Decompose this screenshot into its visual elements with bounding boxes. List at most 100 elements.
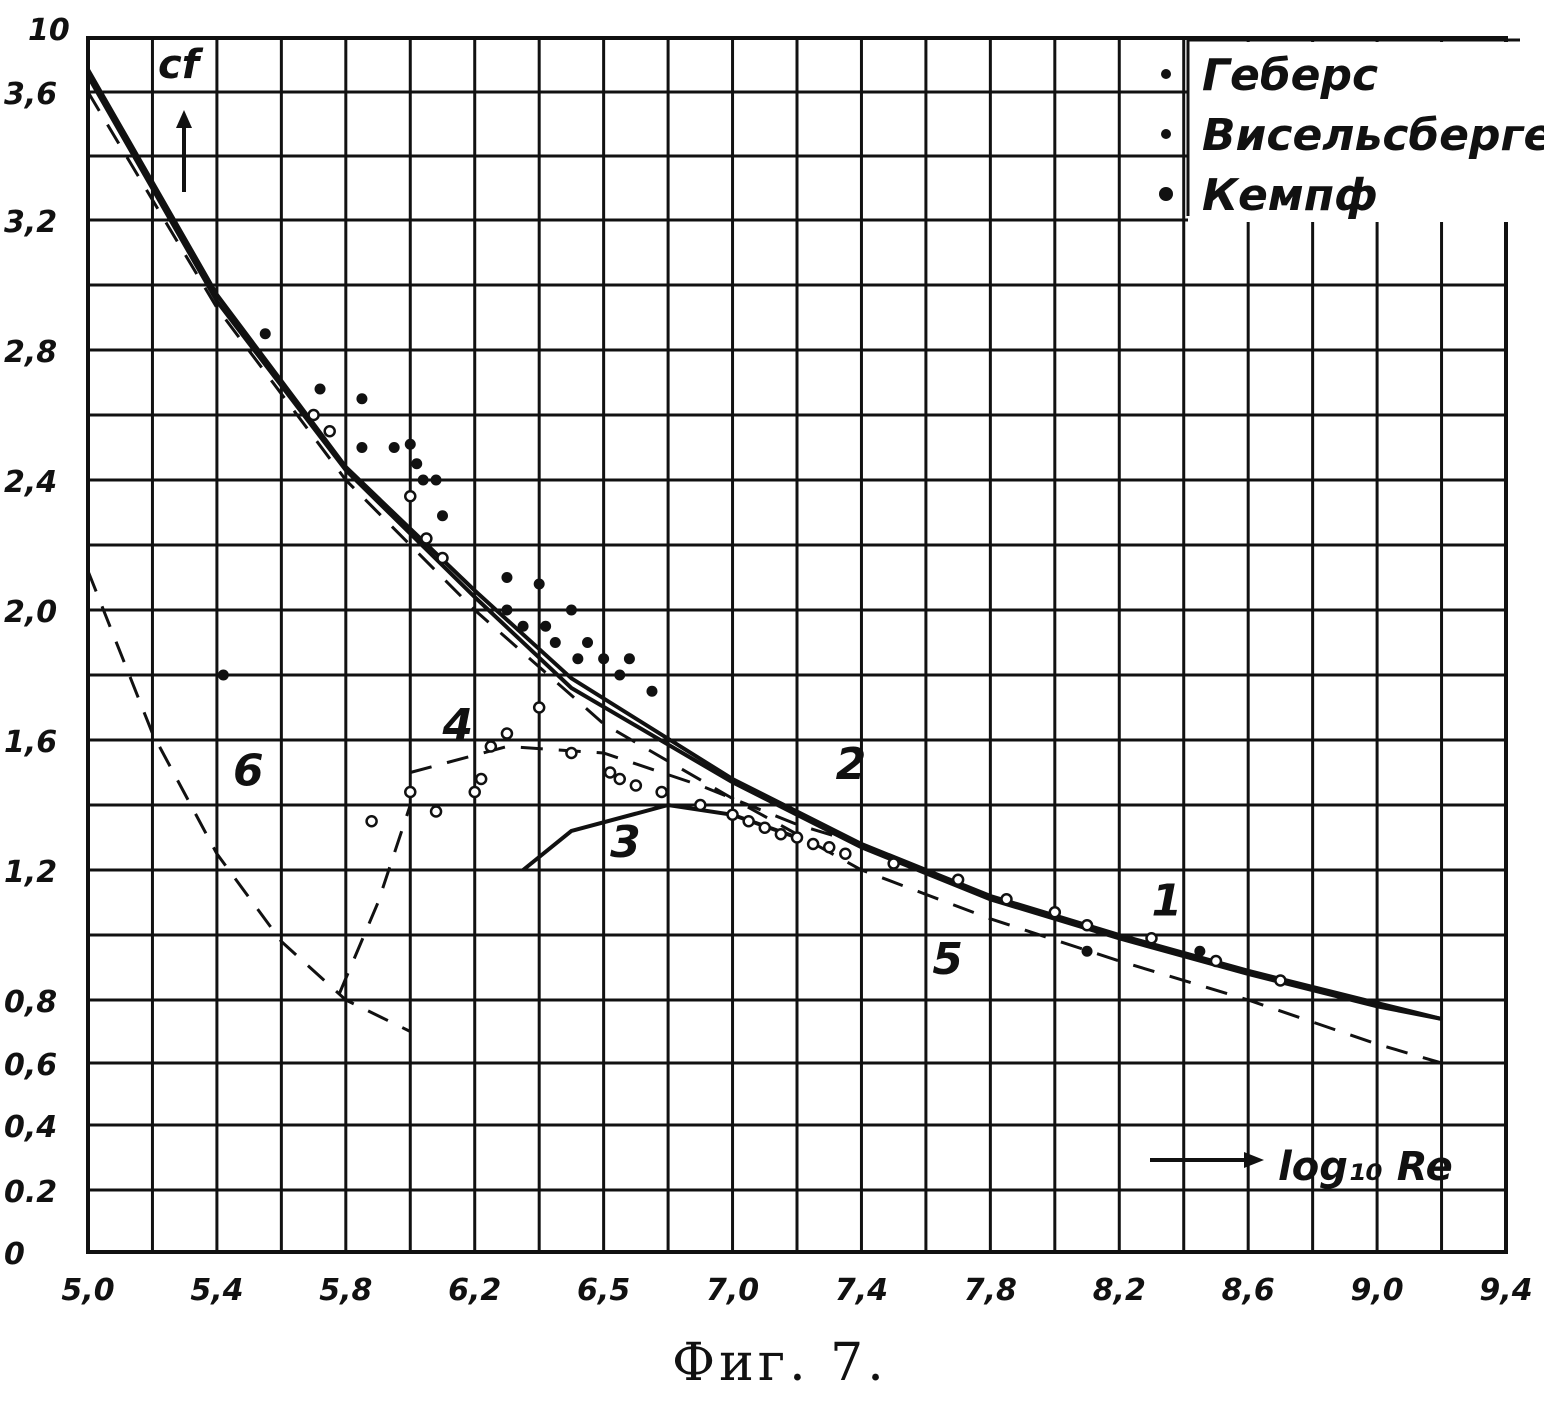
data-point-open: [758, 821, 772, 834]
legend-label: Кемпф: [1202, 170, 1378, 221]
series-line-2: [86, 75, 1442, 1021]
data-points: [217, 328, 1287, 987]
data-point-filled: [582, 637, 594, 648]
data-point-filled: [259, 328, 271, 340]
curve-label-2: 2: [836, 739, 867, 790]
data-point-open: [629, 779, 643, 792]
data-point-filled: [572, 653, 584, 665]
data-point-filled: [549, 637, 561, 648]
data-point-open: [307, 408, 320, 422]
data-point-open: [726, 808, 739, 821]
y-axis-label: cf: [158, 42, 204, 88]
data-point-open: [500, 727, 514, 740]
grid-lines: [86, 36, 1508, 1254]
data-point-open: [655, 785, 668, 799]
data-point-filled: [388, 442, 400, 453]
data-point-open: [436, 551, 449, 565]
curve-label-3: 3: [610, 817, 641, 868]
y-tick-label: 0,4: [4, 1110, 57, 1145]
x-tick-label: 6,5: [577, 1273, 630, 1308]
legend: Геберс Висельсбергер Кемпф: [1159, 38, 1544, 222]
data-point-open: [887, 857, 900, 870]
y-tick-label: 2,8: [4, 335, 57, 370]
series-line-6b: [338, 804, 412, 995]
data-point-open: [404, 490, 417, 503]
data-point-filled: [356, 442, 368, 453]
y-tick-label: 1,6: [4, 725, 57, 760]
series-line-1: [86, 68, 1442, 1021]
data-point-open: [1209, 954, 1223, 968]
data-point-open: [565, 746, 578, 760]
data-point-filled: [540, 620, 552, 632]
data-point-open: [603, 766, 617, 779]
data-point-open: [474, 772, 488, 786]
data-point-open: [613, 772, 626, 786]
data-point-open: [790, 831, 804, 844]
x-axis-label: log₁₀ Re: [1278, 1144, 1453, 1190]
y-tick-label: 2,4: [4, 465, 57, 500]
y-tick-label: 0: [4, 1237, 25, 1272]
y-tick-label: 3,2: [4, 205, 57, 240]
y-multiplier-label: 10: [28, 13, 70, 48]
curve-label-5: 5: [932, 934, 963, 985]
data-point-open: [951, 873, 965, 886]
figure-caption: Фиг. 7.: [672, 1333, 888, 1393]
x-axis-arrow: [1150, 1152, 1264, 1168]
data-point-filled: [404, 438, 416, 450]
legend-marker: [1161, 69, 1171, 79]
data-point-open: [323, 425, 336, 438]
data-point-open: [1048, 906, 1062, 919]
data-point-filled: [1081, 945, 1093, 957]
data-point-open: [774, 828, 788, 841]
data-point-open: [806, 837, 820, 851]
legend-label: Висельсбергер: [1202, 110, 1544, 161]
x-tick-label: 5,4: [190, 1273, 243, 1308]
data-point-filled: [646, 685, 658, 697]
data-point-filled: [598, 653, 610, 665]
y-tick-label: 0,8: [4, 985, 57, 1020]
series-line-3: [521, 802, 798, 872]
curve-label-1: 1: [1152, 876, 1183, 927]
legend-marker: [1161, 129, 1171, 139]
y-tick-label: 2,0: [4, 595, 57, 630]
x-tick-label: 5,8: [319, 1273, 372, 1308]
data-point-open: [1145, 932, 1158, 945]
curve-label-4: 4: [442, 700, 474, 751]
data-point-filled: [217, 669, 229, 681]
y-tick-label: 0.2: [4, 1175, 57, 1210]
data-point-open: [1000, 893, 1013, 906]
x-tick-label: 8,6: [1222, 1273, 1275, 1308]
data-point-filled: [411, 458, 423, 470]
data-point-filled: [356, 393, 368, 405]
x-tick-label: 9,0: [1351, 1273, 1404, 1308]
x-tick-labels: 5,0 5,4 5,8 6,2 6,5 7,0 7,4 7,8 8,2 8,6 9,0 9,4: [61, 1273, 1532, 1308]
legend-marker: [1159, 187, 1173, 201]
y-tick-label: 0,6: [4, 1048, 57, 1083]
x-tick-label: 6,2: [448, 1273, 501, 1308]
legend-label: Геберс: [1202, 50, 1378, 101]
data-point-open: [468, 785, 481, 799]
data-point-filled: [614, 669, 626, 681]
data-point-open: [484, 740, 498, 753]
series-line-5: [86, 91, 1442, 1065]
data-point-filled: [430, 474, 442, 486]
data-point-filled: [533, 578, 545, 590]
data-point-open: [1274, 974, 1287, 987]
data-point-filled: [565, 604, 577, 616]
x-tick-label: 5,0: [61, 1273, 114, 1308]
y-tick-label: 3,6: [4, 77, 57, 112]
data-point-open: [1080, 919, 1094, 932]
data-point-open: [532, 701, 546, 714]
data-point-open: [404, 785, 417, 799]
curve-labels: 1 2 3 4 5 6: [233, 700, 1182, 985]
data-point-filled: [437, 510, 448, 522]
data-point-open: [365, 815, 378, 828]
y-tick-labels: 0 0.2 0,4 0,6 0,8 1,2 1,6 2,0 2,4 2,8 3,2 3,6: [4, 77, 57, 1272]
x-tick-label: 7,8: [964, 1273, 1017, 1308]
data-point-open: [822, 841, 836, 854]
data-point-filled: [623, 653, 635, 665]
x-tick-label: 8,2: [1093, 1273, 1146, 1308]
y-axis-arrow: [176, 110, 192, 192]
x-tick-label: 9,4: [1479, 1273, 1532, 1308]
x-tick-label: 7,0: [706, 1273, 759, 1308]
